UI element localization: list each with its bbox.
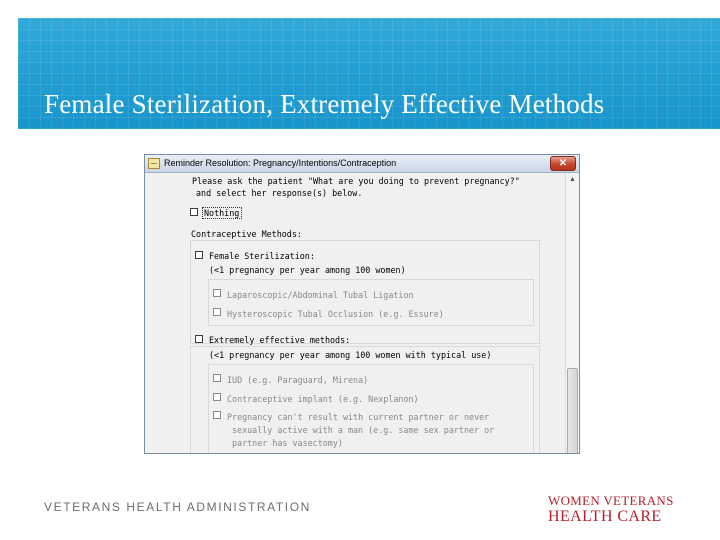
scroll-up-arrow-icon[interactable]: ▲	[569, 176, 576, 183]
extremely-effective-rate: (<1 pregnancy per year among 100 women w…	[209, 350, 492, 360]
banner-shade	[18, 18, 720, 129]
dialog-content: Please ask the patient "What are you doi…	[145, 173, 565, 453]
extremely-effective-checkbox[interactable]	[195, 335, 203, 343]
no-pregnancy-label-line2: sexually active with a man (e.g. same se…	[232, 425, 495, 435]
window-titlebar[interactable]: Reminder Resolution: Pregnancy/Intention…	[145, 155, 579, 173]
extremely-effective-group	[190, 346, 540, 453]
female-sterilization-rate: (<1 pregnancy per year among 100 women)	[209, 265, 406, 275]
no-pregnancy-label-line3: partner has vasectomy)	[232, 438, 343, 448]
women-veterans-logo: WOMEN VETERANS HEALTH CARE	[548, 493, 678, 526]
iud-checkbox[interactable]	[213, 374, 221, 382]
window-title: Reminder Resolution: Pregnancy/Intention…	[164, 158, 397, 168]
footer-organization: VETERANS HEALTH ADMINISTRATION	[44, 500, 311, 514]
nothing-label[interactable]: Nothing	[204, 208, 240, 218]
female-sterilization-checkbox[interactable]	[195, 251, 203, 259]
app-note-icon	[148, 158, 160, 169]
logo-line-1: WOMEN VETERANS	[548, 493, 674, 508]
effective-options-group	[208, 364, 534, 453]
contraceptive-methods-header: Contraceptive Methods:	[191, 229, 302, 239]
female-sterilization-group	[190, 240, 540, 344]
tubal-occlusion-label[interactable]: Hysteroscopic Tubal Occlusion (e.g. Essu…	[227, 309, 444, 319]
sterilization-options-group	[208, 279, 534, 326]
slide-title: Female Sterilization, Extremely Effectiv…	[44, 89, 605, 119]
tubal-ligation-label[interactable]: Laparoscopic/Abdominal Tubal Ligation	[227, 290, 414, 300]
iud-label[interactable]: IUD (e.g. Paraguard, Mirena)	[227, 375, 369, 385]
prompt-line-1: Please ask the patient "What are you doi…	[192, 176, 520, 186]
no-pregnancy-checkbox[interactable]	[213, 411, 221, 419]
tubal-occlusion-checkbox[interactable]	[213, 308, 221, 316]
extremely-effective-label[interactable]: Extremely effective methods:	[209, 335, 351, 345]
tubal-ligation-checkbox[interactable]	[213, 289, 221, 297]
implant-label[interactable]: Contraceptive implant (e.g. Nexplanon)	[227, 394, 419, 404]
title-banner: Female Sterilization, Extremely Effectiv…	[18, 18, 720, 129]
close-button[interactable]: ✕	[550, 156, 576, 171]
reminder-resolution-window: Reminder Resolution: Pregnancy/Intention…	[144, 154, 580, 454]
focus-rectangle	[202, 207, 242, 219]
scroll-thumb[interactable]	[567, 368, 578, 453]
nothing-checkbox[interactable]	[190, 208, 198, 216]
prompt-line-2: and select her response(s) below.	[196, 188, 363, 198]
no-pregnancy-label-line1[interactable]: Pregnancy can't result with current part…	[227, 412, 490, 422]
logo-line-2: HEALTH CARE	[548, 508, 662, 525]
female-sterilization-label[interactable]: Female Sterilization:	[209, 251, 315, 261]
vertical-scrollbar[interactable]: ▲	[565, 173, 579, 453]
implant-checkbox[interactable]	[213, 393, 221, 401]
